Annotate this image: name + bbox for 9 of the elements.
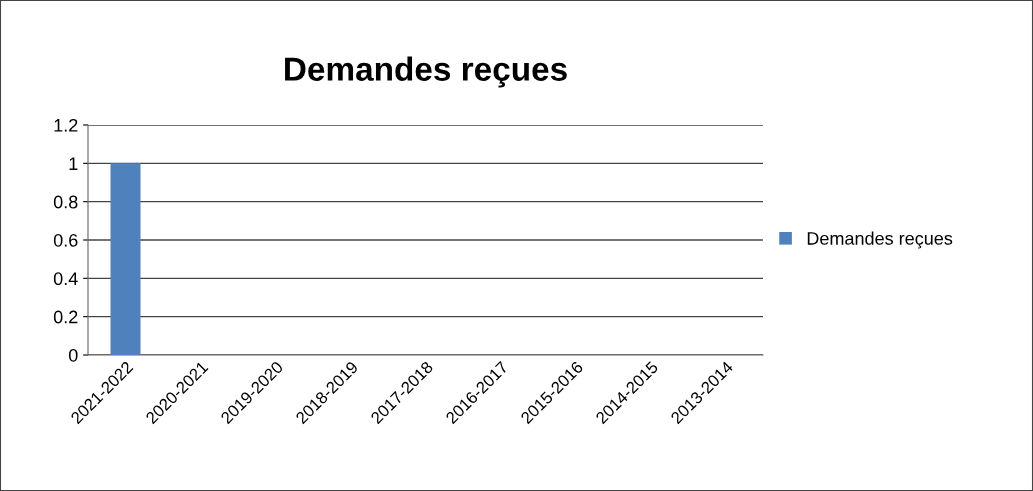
y-tick-label: 0.4 [53,272,78,286]
y-tick-label: 0 [68,348,78,362]
legend-label: Demandes reçues [807,231,953,249]
y-tick-label: 1 [69,157,78,170]
y-tick-label: 0.6 [53,233,78,247]
y-tick-label: 0.8 [53,195,78,209]
y-tick-label: 1.2 [54,118,78,132]
y-tick-label: 0.2 [53,310,78,324]
chart-title: Demandes reçues [285,56,567,88]
